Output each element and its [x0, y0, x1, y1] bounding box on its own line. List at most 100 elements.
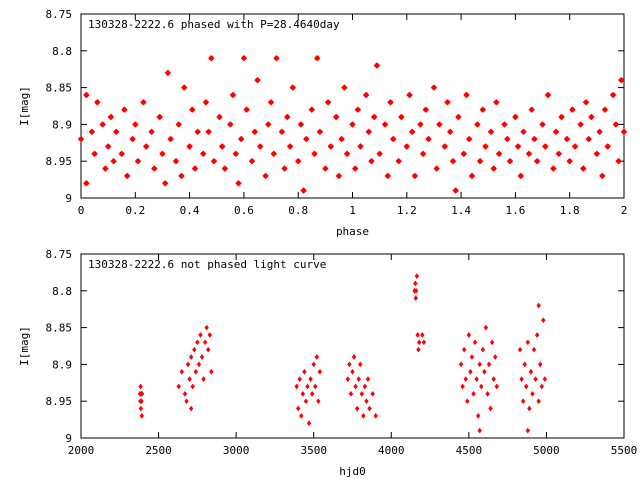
x-axis-label: phase [336, 225, 369, 238]
data-point [520, 128, 527, 135]
data-point [522, 361, 527, 368]
data-point [187, 376, 192, 382]
data-point [542, 143, 549, 150]
data-point [493, 354, 498, 360]
x-tick-label: 2500 [145, 444, 172, 457]
data-point [452, 187, 459, 194]
data-point [172, 158, 180, 165]
data-point [413, 295, 418, 302]
data-point [198, 332, 203, 338]
data-point [398, 113, 405, 121]
data-point [528, 106, 535, 113]
data-point [504, 135, 511, 143]
data-point [489, 339, 495, 346]
data-point [403, 143, 410, 150]
y-tick-label: 8.75 [46, 8, 73, 21]
data-point [207, 332, 212, 338]
y-tick-label: 9 [65, 432, 72, 445]
x-tick-label: 3000 [223, 444, 250, 457]
data-point [406, 91, 413, 99]
data-point [381, 121, 389, 128]
data-point [491, 376, 496, 382]
data-point [210, 158, 218, 165]
data-point [506, 158, 514, 165]
data-point [358, 361, 363, 368]
data-point [311, 150, 318, 157]
data-point [300, 390, 306, 397]
data-point [232, 150, 239, 157]
data-point [558, 113, 565, 121]
data-point [190, 383, 195, 390]
data-point [164, 69, 172, 77]
chart-title: 130328-2222.6 phased with P=28.4640day [88, 18, 340, 31]
data-point [525, 427, 531, 434]
data-point [519, 376, 524, 382]
data-point [324, 99, 332, 106]
data-point [542, 376, 548, 382]
data-point [533, 158, 541, 165]
data-point [107, 113, 115, 121]
data-point [140, 99, 147, 106]
data-point [414, 273, 420, 279]
data-point [471, 390, 476, 397]
data-point [314, 55, 321, 62]
data-point [303, 135, 310, 143]
data-point [83, 91, 90, 99]
data-point [194, 128, 201, 135]
data-point [359, 390, 365, 397]
data-point [527, 405, 532, 412]
data-point [257, 143, 264, 150]
x-tick-label: 0.4 [180, 204, 200, 217]
x-tick-label: 0.2 [125, 204, 145, 217]
data-point [229, 91, 237, 99]
data-point [113, 128, 120, 135]
data-point [300, 187, 307, 194]
data-point [251, 128, 258, 135]
data-point [362, 383, 368, 390]
data-point [588, 113, 595, 121]
data-point [618, 77, 625, 84]
data-point [376, 150, 383, 157]
data-point [486, 361, 492, 368]
data-point [604, 143, 611, 150]
data-point [185, 361, 191, 368]
data-point [373, 62, 381, 69]
data-point [176, 383, 181, 390]
x-axis-label: hjd0 [339, 465, 366, 478]
data-point [191, 165, 199, 172]
x-tick-label: 0.6 [234, 204, 254, 217]
data-point [167, 135, 174, 143]
x-tick-label: 1.6 [505, 204, 525, 217]
data-point [356, 376, 361, 382]
data-point [179, 368, 185, 375]
data-point [110, 158, 117, 165]
data-point [599, 172, 606, 180]
data-point [421, 339, 427, 346]
data-point [413, 287, 419, 294]
data-point [449, 158, 457, 165]
data-point [206, 346, 211, 353]
data-point [367, 405, 372, 412]
data-point [612, 121, 620, 128]
y-tick-label: 8.75 [46, 248, 73, 261]
data-point [494, 383, 499, 390]
data-point [159, 150, 166, 157]
data-point [88, 128, 96, 135]
data-point [475, 413, 481, 419]
data-point [195, 339, 200, 346]
data-point [368, 158, 375, 165]
x-tick-label: 0.8 [288, 204, 308, 217]
data-point [466, 135, 473, 143]
data-point [286, 143, 294, 150]
data-point [317, 368, 323, 375]
data-point [395, 158, 402, 165]
data-point [539, 121, 546, 128]
data-point [463, 91, 470, 99]
data-point [474, 376, 479, 382]
data-point [278, 128, 286, 135]
data-point [129, 135, 136, 143]
data-point [316, 398, 321, 405]
y-tick-label: 8.85 [46, 82, 73, 95]
data-point [139, 390, 145, 397]
